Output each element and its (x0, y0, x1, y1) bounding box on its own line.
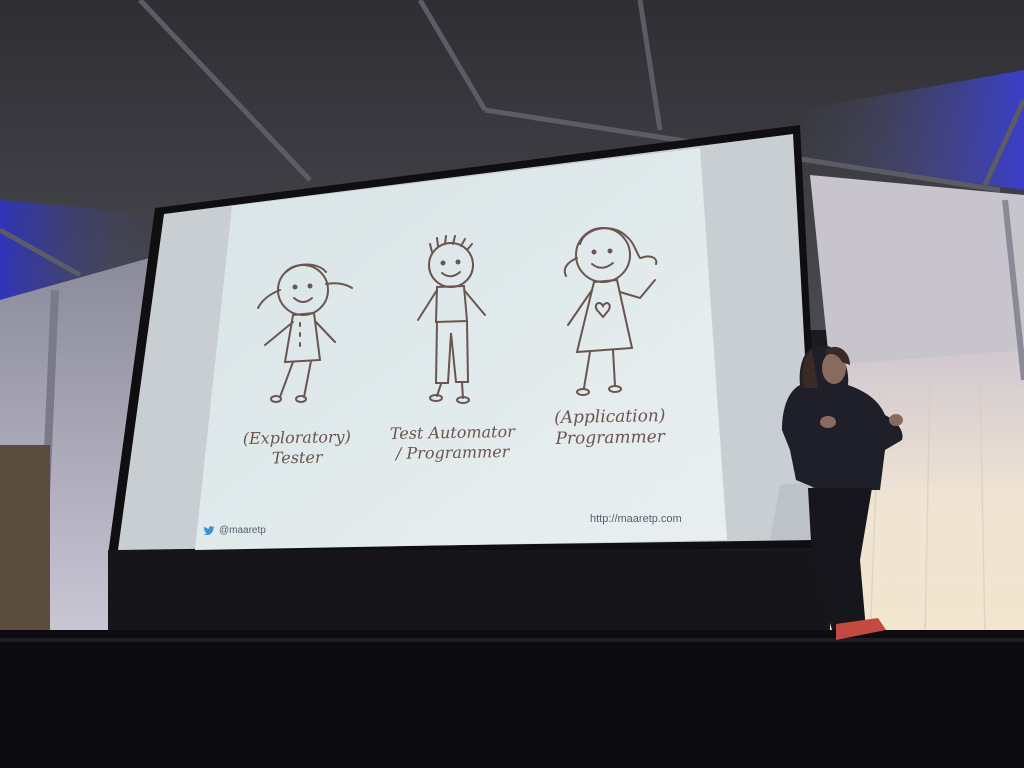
label-line: (Exploratory) (242, 427, 352, 448)
left-wooden-prop (0, 445, 50, 630)
slide-url: http://maaretp.com (590, 513, 682, 525)
twitter-bird-icon (203, 525, 215, 535)
screen-base (108, 550, 828, 640)
speaker-shadow (770, 482, 818, 540)
sketch-automator (417, 235, 486, 404)
left-blue-light (0, 200, 160, 310)
slide-label-test-automator: Test Automator / Programmer (365, 421, 541, 464)
sketch-programmer (563, 227, 658, 396)
right-blue-light (800, 70, 1024, 190)
label-line: (Application) (553, 406, 666, 428)
label-line: Test Automator (389, 421, 515, 444)
stage-floor (0, 630, 1024, 768)
stage-edge (0, 638, 1024, 642)
speaker-person (782, 345, 903, 640)
right-tent-wall (810, 175, 1024, 370)
slide-label-exploratory-tester: (Exploratory) Tester (222, 427, 373, 470)
slide-label-application-programmer: (Application) Programmer (530, 406, 691, 451)
slide-area (195, 148, 727, 550)
slide-twitter-handle: @maaretp (203, 525, 266, 536)
label-line: Tester (271, 447, 323, 468)
twitter-handle-text: @maaretp (219, 525, 266, 536)
label-line: / Programmer (395, 442, 510, 463)
sketch-tester (257, 263, 353, 403)
label-line: Programmer (555, 427, 666, 450)
